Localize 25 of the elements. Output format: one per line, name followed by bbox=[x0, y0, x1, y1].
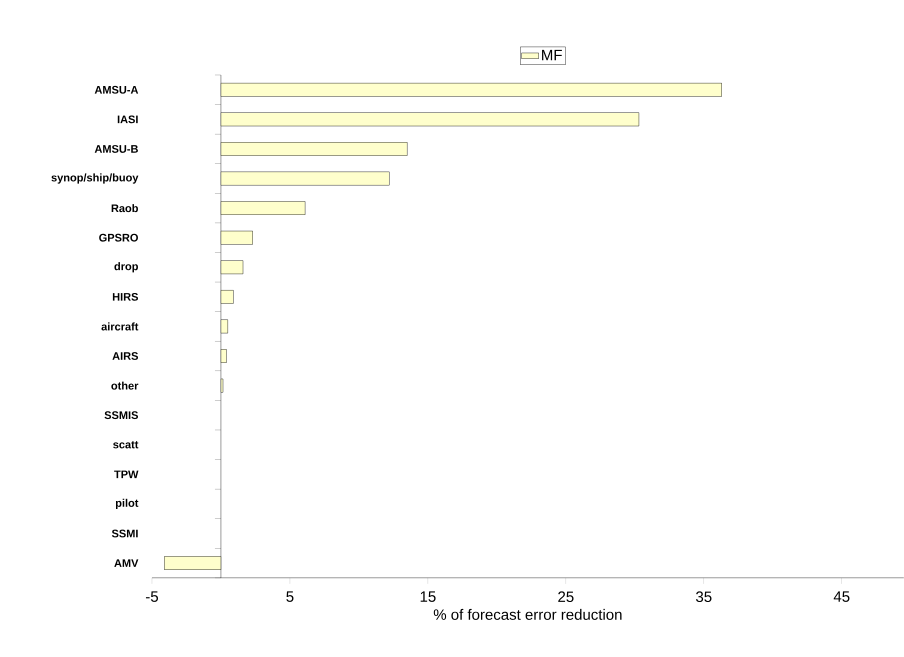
x-axis-title: % of forecast error reduction bbox=[434, 608, 622, 620]
legend-label: MF bbox=[542, 50, 562, 60]
x-tick-label: 25 bbox=[558, 591, 574, 602]
y-tick-label: drop bbox=[114, 262, 138, 272]
x-tick-label: 15 bbox=[420, 591, 436, 602]
y-tick-label: AMSU-B bbox=[94, 145, 138, 153]
y-tick-label: pilot bbox=[116, 498, 138, 510]
y-tick-label: IASI bbox=[118, 116, 138, 124]
y-tick-label: GPSRO bbox=[99, 234, 138, 242]
y-tick-label: AMSU-A bbox=[94, 86, 138, 94]
y-tick-label: AIRS bbox=[112, 352, 138, 360]
x-tick-label: -5 bbox=[146, 591, 158, 602]
y-tick-label: TPW bbox=[114, 470, 138, 478]
y-tick-label: scatt bbox=[113, 441, 138, 448]
x-tick-label: 45 bbox=[834, 591, 850, 602]
y-tick-label: SSMIS bbox=[104, 411, 138, 420]
y-tick-label: Raob bbox=[112, 204, 138, 212]
x-tick-label: 5 bbox=[286, 591, 294, 602]
y-tick-label: aircraft bbox=[101, 322, 138, 331]
y-tick-label: synop/ship/buoy bbox=[51, 173, 138, 184]
y-tick-label: HIRS bbox=[112, 293, 138, 301]
x-tick-label: 35 bbox=[696, 591, 712, 602]
y-tick-label: other bbox=[111, 382, 138, 390]
y-tick-label: SSMI bbox=[112, 530, 138, 538]
y-tick-label: AMV bbox=[114, 559, 138, 567]
